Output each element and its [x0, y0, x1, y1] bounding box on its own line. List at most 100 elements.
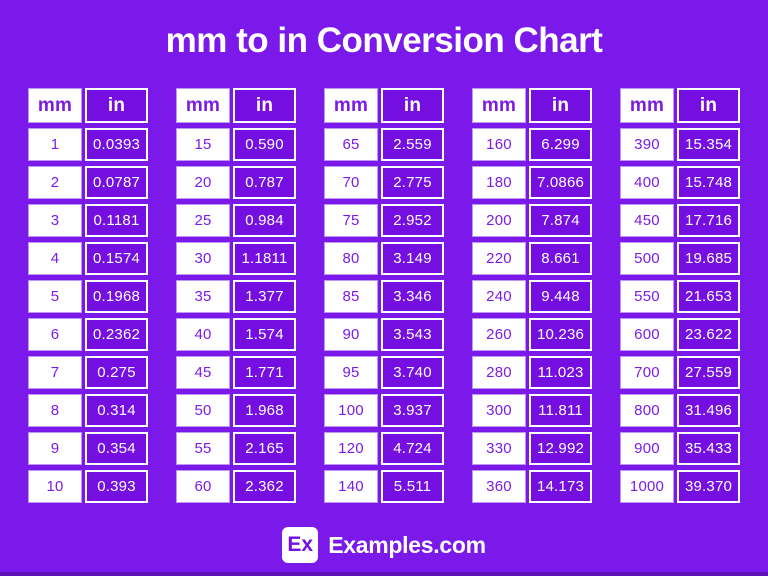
in-value-cell: 11.023 — [529, 356, 592, 389]
mm-value-cell: 8 — [28, 394, 82, 427]
table-row: 500 19.685 — [620, 242, 740, 275]
table-row: 330 12.992 — [472, 432, 592, 465]
in-value-cell: 0.590 — [233, 128, 296, 161]
mm-value-cell: 500 — [620, 242, 674, 275]
mm-value-cell: 550 — [620, 280, 674, 313]
in-value-cell: 0.275 — [85, 356, 148, 389]
in-value-cell: 27.559 — [677, 356, 740, 389]
mm-value-cell: 80 — [324, 242, 378, 275]
in-value-cell: 5.511 — [381, 470, 444, 503]
page-title: mm to in Conversion Chart — [165, 21, 603, 60]
table-row: 1000 39.370 — [620, 470, 740, 503]
mm-value-cell: 360 — [472, 470, 526, 503]
table-row: 300 11.811 — [472, 394, 592, 427]
in-header-cell: in — [381, 88, 444, 123]
mm-value-cell: 300 — [472, 394, 526, 427]
mm-value-cell: 800 — [620, 394, 674, 427]
in-value-cell: 2.952 — [381, 204, 444, 237]
in-value-cell: 23.622 — [677, 318, 740, 351]
table-row: 70 2.775 — [324, 166, 444, 199]
in-value-cell: 7.0866 — [529, 166, 592, 199]
mm-value-cell: 2 — [28, 166, 82, 199]
table-header-row: mm in — [176, 88, 296, 123]
mm-value-cell: 85 — [324, 280, 378, 313]
mm-header-cell: mm — [620, 88, 674, 123]
mm-value-cell: 45 — [176, 356, 230, 389]
in-value-cell: 21.653 — [677, 280, 740, 313]
mm-value-cell: 55 — [176, 432, 230, 465]
in-value-cell: 3.740 — [381, 356, 444, 389]
mm-value-cell: 95 — [324, 356, 378, 389]
in-header-cell: in — [233, 88, 296, 123]
in-value-cell: 0.1181 — [85, 204, 148, 237]
in-value-cell: 0.1968 — [85, 280, 148, 313]
table-row: 60 2.362 — [176, 470, 296, 503]
table-row: 8 0.314 — [28, 394, 148, 427]
in-header-cell: in — [529, 88, 592, 123]
in-value-cell: 14.173 — [529, 470, 592, 503]
table-row: 550 21.653 — [620, 280, 740, 313]
table-row: 9 0.354 — [28, 432, 148, 465]
in-header-cell: in — [85, 88, 148, 123]
table-row: 360 14.173 — [472, 470, 592, 503]
table-row: 55 2.165 — [176, 432, 296, 465]
table-row: 30 1.1811 — [176, 242, 296, 275]
table-row: 95 3.740 — [324, 356, 444, 389]
in-value-cell: 0.354 — [85, 432, 148, 465]
mm-header-cell: mm — [28, 88, 82, 123]
table-row: 800 31.496 — [620, 394, 740, 427]
in-value-cell: 19.685 — [677, 242, 740, 275]
table-row: 120 4.724 — [324, 432, 444, 465]
table-row: 900 35.433 — [620, 432, 740, 465]
tables-container: mm in 1 0.0393 2 0.0787 3 0.1181 4 0.1574 5 0.1968 6… — [0, 88, 768, 503]
in-value-cell: 39.370 — [677, 470, 740, 503]
table-row: 200 7.874 — [472, 204, 592, 237]
mm-value-cell: 4 — [28, 242, 82, 275]
in-value-cell: 3.346 — [381, 280, 444, 313]
in-value-cell: 12.992 — [529, 432, 592, 465]
mm-value-cell: 40 — [176, 318, 230, 351]
mm-value-cell: 65 — [324, 128, 378, 161]
in-value-cell: 9.448 — [529, 280, 592, 313]
mm-value-cell: 50 — [176, 394, 230, 427]
in-value-cell: 3.149 — [381, 242, 444, 275]
table-row: 220 8.661 — [472, 242, 592, 275]
table-row: 5 0.1968 — [28, 280, 148, 313]
in-value-cell: 3.937 — [381, 394, 444, 427]
in-value-cell: 0.984 — [233, 204, 296, 237]
mm-value-cell: 330 — [472, 432, 526, 465]
mm-value-cell: 400 — [620, 166, 674, 199]
table-row: 85 3.346 — [324, 280, 444, 313]
mm-value-cell: 90 — [324, 318, 378, 351]
in-value-cell: 0.0393 — [85, 128, 148, 161]
mm-value-cell: 600 — [620, 318, 674, 351]
in-value-cell: 10.236 — [529, 318, 592, 351]
in-value-cell: 1.377 — [233, 280, 296, 313]
table-row: 80 3.149 — [324, 242, 444, 275]
table-row: 3 0.1181 — [28, 204, 148, 237]
in-value-cell: 0.393 — [85, 470, 148, 503]
conversion-table: mm in 15 0.590 20 0.787 25 0.984 30 1.1811 35 1.377… — [176, 88, 296, 503]
table-row: 20 0.787 — [176, 166, 296, 199]
table-row: 700 27.559 — [620, 356, 740, 389]
mm-value-cell: 700 — [620, 356, 674, 389]
table-row: 2 0.0787 — [28, 166, 148, 199]
in-value-cell: 15.748 — [677, 166, 740, 199]
in-value-cell: 0.0787 — [85, 166, 148, 199]
in-value-cell: 7.874 — [529, 204, 592, 237]
in-value-cell: 1.968 — [233, 394, 296, 427]
mm-value-cell: 160 — [472, 128, 526, 161]
table-row: 240 9.448 — [472, 280, 592, 313]
mm-header-cell: mm — [472, 88, 526, 123]
mm-value-cell: 20 — [176, 166, 230, 199]
table-row: 280 11.023 — [472, 356, 592, 389]
mm-value-cell: 100 — [324, 394, 378, 427]
in-value-cell: 3.543 — [381, 318, 444, 351]
in-value-cell: 2.362 — [233, 470, 296, 503]
in-value-cell: 6.299 — [529, 128, 592, 161]
table-row: 40 1.574 — [176, 318, 296, 351]
footer: Ex Examples.com — [0, 527, 768, 563]
table-row: 160 6.299 — [472, 128, 592, 161]
table-row: 400 15.748 — [620, 166, 740, 199]
mm-value-cell: 25 — [176, 204, 230, 237]
